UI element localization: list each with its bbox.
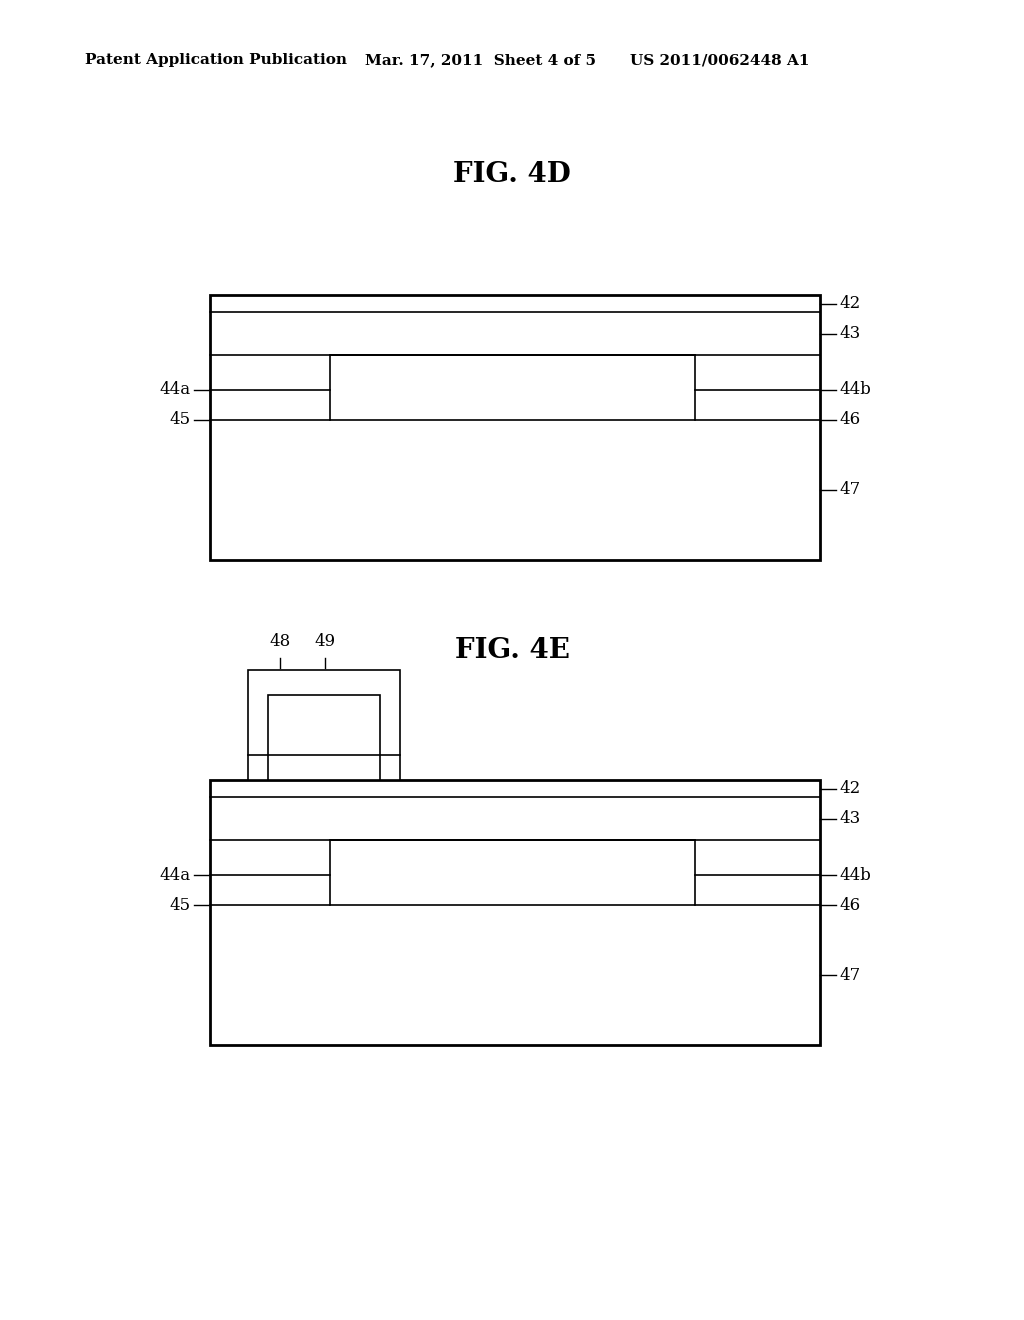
Bar [330,840,695,906]
Text: 44b: 44b [839,381,870,399]
Text: 47: 47 [839,966,860,983]
Text: 46: 46 [839,896,860,913]
Text: 48: 48 [269,634,291,649]
Text: 44a: 44a [160,866,191,883]
Text: 45: 45 [170,896,191,913]
Text: 45: 45 [170,412,191,429]
Bar [330,355,695,420]
Bar [248,671,400,780]
Text: 44b: 44b [839,866,870,883]
Text: 43: 43 [839,325,860,342]
Text: 49: 49 [314,634,336,649]
Text: 44a: 44a [160,381,191,399]
Bar [268,696,380,780]
Text: 43: 43 [839,810,860,828]
Text: FIG. 4D: FIG. 4D [454,161,570,189]
Text: 42: 42 [839,780,860,797]
Text: Patent Application Publication: Patent Application Publication [85,53,347,67]
Text: 47: 47 [839,482,860,499]
Text: 42: 42 [839,294,860,312]
Text: US 2011/0062448 A1: US 2011/0062448 A1 [630,53,810,67]
Bar [210,294,820,560]
Text: FIG. 4E: FIG. 4E [455,636,569,664]
Text: Mar. 17, 2011  Sheet 4 of 5: Mar. 17, 2011 Sheet 4 of 5 [365,53,596,67]
Text: 46: 46 [839,412,860,429]
Bar [210,780,820,1045]
